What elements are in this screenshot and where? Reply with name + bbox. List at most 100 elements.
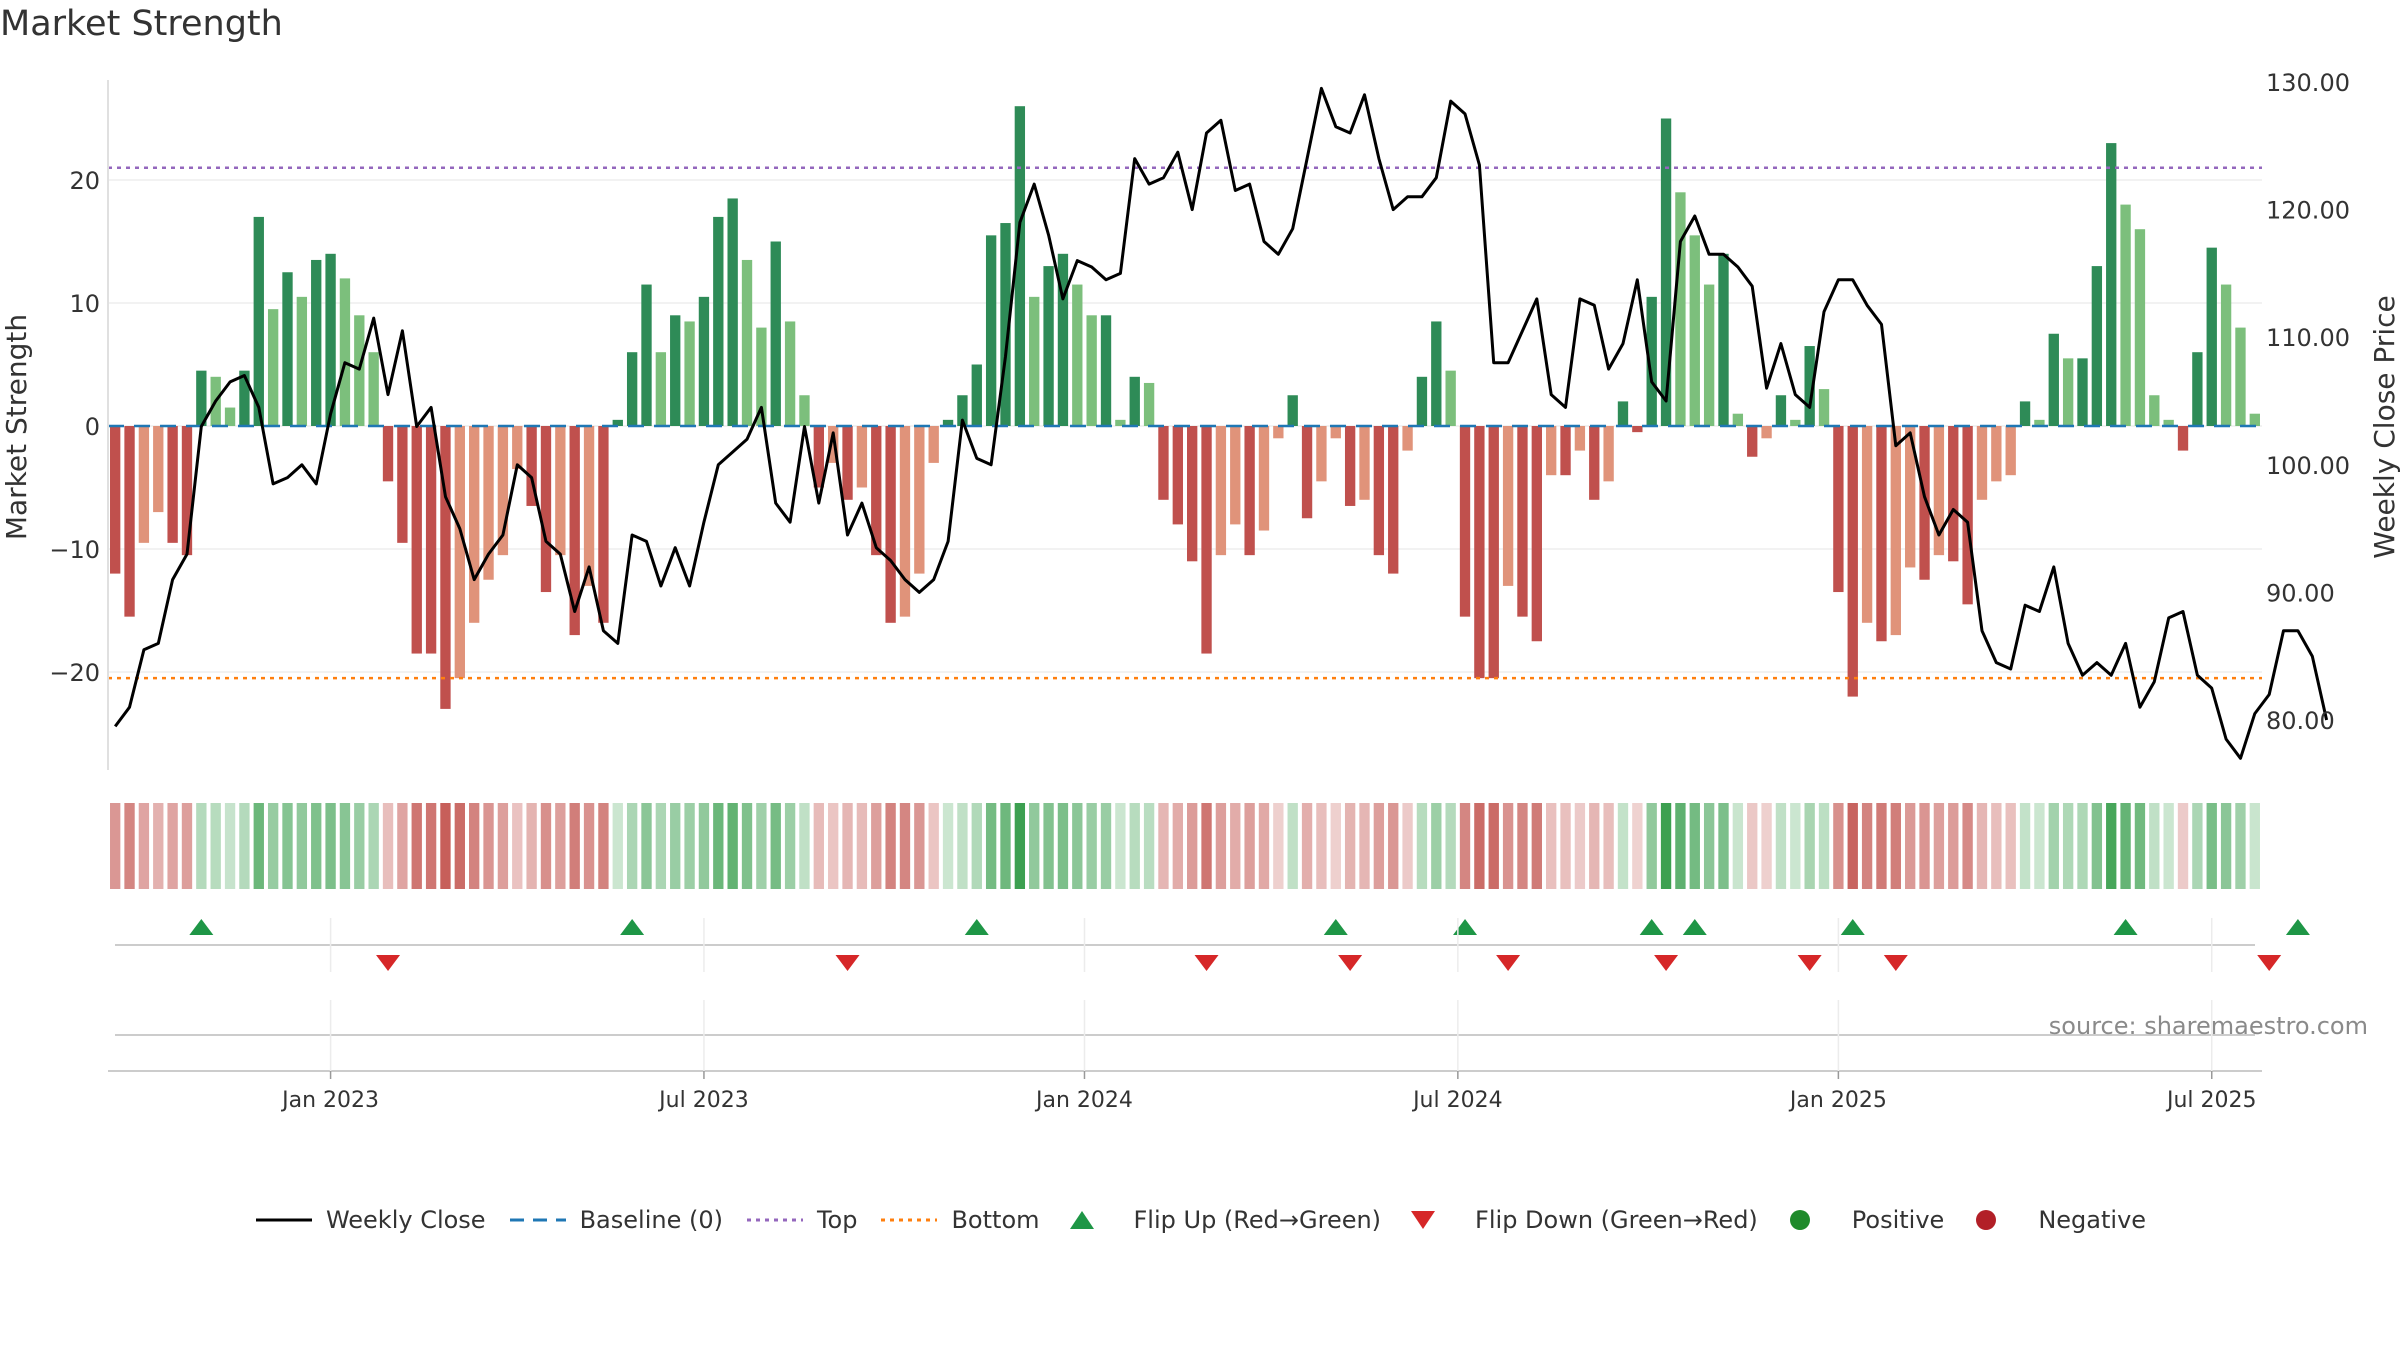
heat-cell <box>2134 803 2146 889</box>
strength-bar <box>1617 401 1629 426</box>
heat-cell <box>813 803 824 889</box>
strength-bar <box>770 241 781 426</box>
strength-bar <box>1589 426 1600 500</box>
heat-cell <box>1215 803 1227 889</box>
strength-bar <box>2163 419 2174 426</box>
heat-cell <box>583 803 595 889</box>
strength-bar <box>296 296 308 426</box>
heat-cell <box>540 803 552 889</box>
heat-cell <box>526 803 537 889</box>
y-tick-label-right: 110.00 <box>2266 324 2350 352</box>
strength-bar <box>1603 426 1614 482</box>
strength-bar <box>741 259 753 426</box>
heat-cell <box>1905 803 1916 889</box>
legend-label: Top <box>816 1206 858 1234</box>
heat-cell <box>368 803 379 889</box>
heat-cell <box>2149 803 2160 889</box>
strength-bar <box>799 395 810 426</box>
heat-cell <box>1646 803 1657 889</box>
legend-baseline: Baseline (0) <box>508 1206 723 1234</box>
heat-cell <box>1014 803 1026 889</box>
strength-bar <box>1000 223 1011 426</box>
strength-bar <box>325 253 336 426</box>
strength-bar <box>1861 426 1873 623</box>
heat-cell <box>2206 803 2217 889</box>
strength-bar <box>540 426 552 593</box>
reference-lines <box>108 166 2262 680</box>
strength-bar <box>1517 426 1528 617</box>
y-tick-label-left: 20 <box>69 167 100 195</box>
heat-cell <box>110 803 121 889</box>
strength-bar <box>1215 426 1227 556</box>
heat-cell <box>828 803 839 889</box>
strength-bar <box>2206 247 2217 426</box>
heat-cell <box>339 803 351 889</box>
strength-bar <box>282 272 293 426</box>
heat-cell <box>1388 803 1399 889</box>
strength-bar <box>2091 266 2103 426</box>
strength-bar <box>626 352 638 426</box>
heat-cell <box>2106 803 2117 889</box>
strength-bar <box>1086 315 1097 426</box>
heat-cell <box>885 803 896 889</box>
strength-bar <box>1546 426 1557 476</box>
heat-cell <box>181 803 193 889</box>
heat-cell <box>713 803 724 889</box>
strength-bar <box>497 426 509 556</box>
strength-bar <box>469 426 480 623</box>
strength-bar <box>1488 426 1499 679</box>
heat-cell <box>1847 803 1858 889</box>
heat-cell <box>1459 803 1471 889</box>
heat-cell <box>1316 803 1327 889</box>
heat-cell <box>153 803 164 889</box>
heat-cell <box>1962 803 1973 889</box>
strength-bar <box>1761 426 1772 439</box>
legend-label: Flip Up (Red→Green) <box>1133 1206 1382 1234</box>
heat-cell <box>1416 803 1428 889</box>
strength-bar <box>1560 426 1571 476</box>
strength-bar <box>942 419 954 426</box>
heat-cell <box>2077 803 2088 889</box>
legend-dot-swatch <box>746 1218 803 1222</box>
legend-positive: Positive <box>1780 1206 1944 1234</box>
heat-cell <box>2005 803 2016 889</box>
heat-cell <box>1100 803 1112 889</box>
strength-bar <box>1775 395 1787 426</box>
heat-cell <box>856 803 868 889</box>
strength-bar <box>1646 296 1657 426</box>
strength-bar <box>1531 426 1542 642</box>
strength-bar <box>583 426 595 586</box>
strength-bar <box>1014 106 1026 426</box>
strength-bar <box>1948 426 1959 562</box>
heat-cell <box>684 803 695 889</box>
heat-cell <box>1445 803 1456 889</box>
y-tick-label-right: 100.00 <box>2266 452 2350 480</box>
strength-bar <box>1919 426 1930 580</box>
strength-bar <box>1703 284 1715 426</box>
strength-bar <box>1100 315 1112 426</box>
heat-cell <box>1143 803 1155 889</box>
heat-cell <box>1431 803 1442 889</box>
heat-cell <box>311 803 322 889</box>
strength-bar <box>354 315 365 426</box>
heat-cell <box>971 803 982 889</box>
strength-bar <box>914 426 925 574</box>
strength-bar <box>641 284 652 426</box>
strength-bar <box>311 259 322 426</box>
strength-bar <box>828 426 839 463</box>
heat-cell <box>267 803 279 889</box>
heat-cell <box>497 803 509 889</box>
strength-bar <box>1344 426 1356 506</box>
heat-cell <box>1531 803 1542 889</box>
y-tick-label-left: 10 <box>69 290 100 318</box>
strength-bar <box>1273 426 1284 439</box>
heat-cell <box>1057 803 1069 889</box>
heat-cell <box>1790 803 1801 889</box>
heat-cell <box>1158 803 1169 889</box>
strength-bar <box>1474 426 1485 679</box>
heat-cell <box>2163 803 2174 889</box>
strength-bar <box>2149 395 2160 426</box>
strength-bar <box>526 426 537 506</box>
strength-bar <box>598 426 609 623</box>
strength-bar <box>1129 376 1140 426</box>
